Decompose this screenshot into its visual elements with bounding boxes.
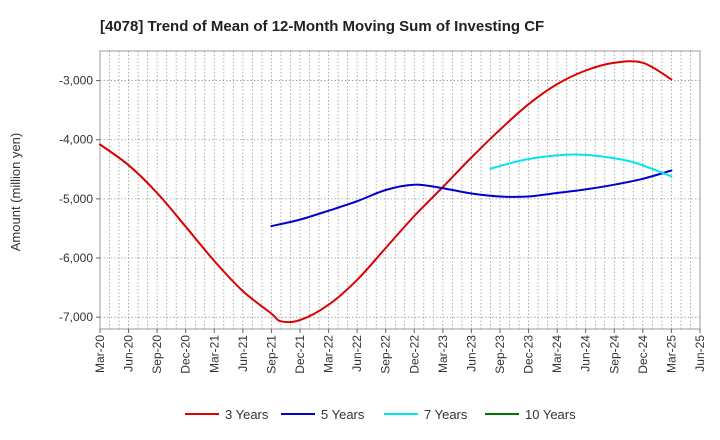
x-tick-label: Sep-23 — [493, 335, 507, 374]
grid-layer — [99, 51, 701, 329]
legend: 3 Years 5 Years 7 Years 10 Years — [185, 407, 576, 422]
x-tick-label: Mar-21 — [207, 335, 221, 373]
y-tick-label: -4,000 — [59, 133, 93, 147]
chart-title: [4078] Trend of Mean of 12-Month Moving … — [100, 18, 544, 35]
series-line-7-years — [489, 153, 673, 178]
x-tick-label: Sep-22 — [379, 335, 393, 374]
x-tick-label: Mar-20 — [93, 335, 107, 373]
y-tick-label: -5,000 — [59, 192, 93, 206]
x-tick-label: Sep-24 — [607, 335, 621, 374]
x-tick-label: Sep-21 — [264, 335, 278, 374]
x-tick-label: Dec-21 — [293, 335, 307, 374]
series-line-5-years — [270, 169, 673, 228]
y-axis-ticks: -7,000 -6,000 -5,000 -4,000 -3,000 — [59, 74, 100, 324]
x-tick-label: Dec-20 — [179, 335, 193, 374]
legend-label-3-years: 3 Years — [225, 407, 269, 422]
x-tick-label: Dec-24 — [636, 335, 650, 374]
x-axis-ticks: Mar-20 Jun-20 Sep-20 Dec-20 Mar-21 Jun-21 Sep-… — [93, 329, 707, 374]
legend-label-10-years: 10 Years — [525, 407, 576, 422]
x-tick-label: Dec-22 — [407, 335, 421, 374]
y-tick-label: -6,000 — [59, 251, 93, 265]
x-tick-label: Sep-20 — [150, 335, 164, 374]
plot-frame — [99, 50, 701, 330]
y-axis-label: Amount (million yen) — [8, 133, 23, 252]
x-tick-label: Mar-25 — [664, 335, 678, 373]
x-tick-label: Jun-24 — [579, 335, 593, 372]
x-tick-label: Jun-21 — [236, 335, 250, 372]
legend-label-5-years: 5 Years — [321, 407, 365, 422]
x-tick-label: Jun-20 — [122, 335, 136, 372]
x-tick-label: Dec-23 — [522, 335, 536, 374]
x-tick-label: Jun-23 — [464, 335, 478, 372]
series-layer — [99, 60, 673, 324]
y-tick-label: -3,000 — [59, 74, 93, 88]
x-tick-label: Jun-25 — [693, 335, 707, 372]
x-tick-label: Mar-23 — [436, 335, 450, 373]
legend-label-7-years: 7 Years — [424, 407, 468, 422]
series-line-3-years — [99, 60, 673, 324]
x-tick-label: Mar-24 — [550, 335, 564, 373]
x-tick-label: Jun-22 — [350, 335, 364, 372]
y-tick-label: -7,000 — [59, 310, 93, 324]
x-tick-label: Mar-22 — [322, 335, 336, 373]
